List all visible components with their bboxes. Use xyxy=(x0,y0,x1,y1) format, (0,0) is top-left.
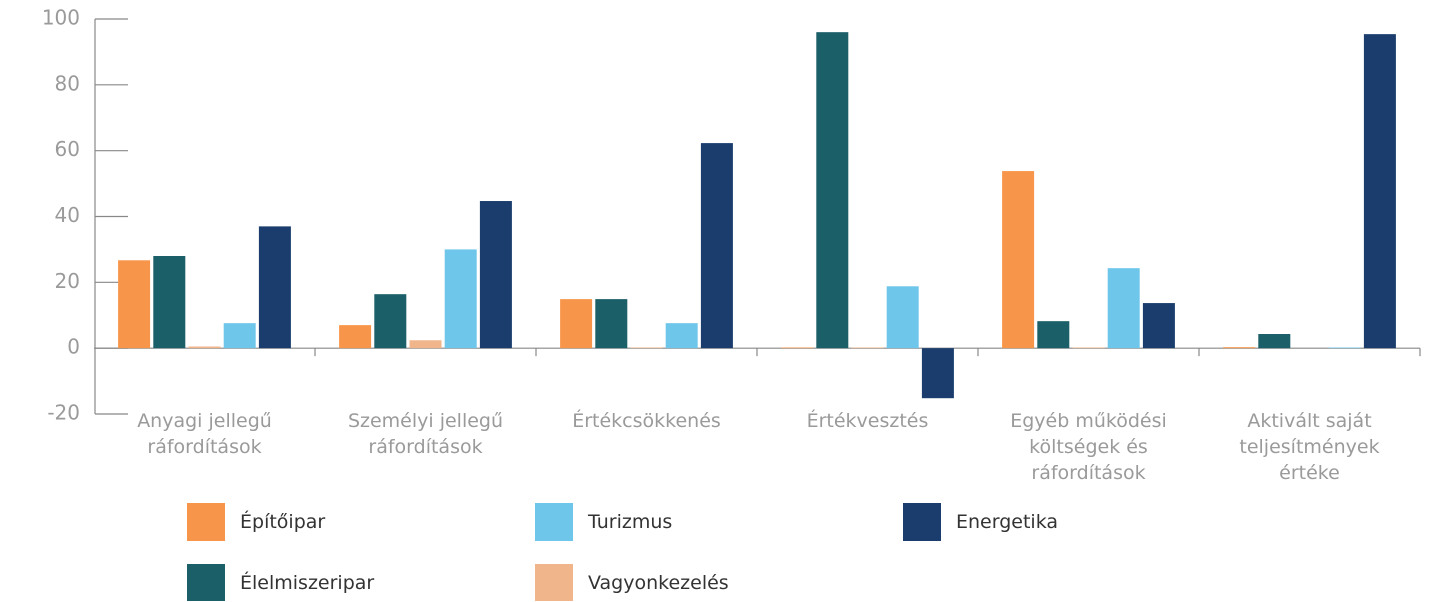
bar xyxy=(781,347,814,349)
bar xyxy=(223,323,256,349)
bar xyxy=(1107,268,1140,349)
y-tick-label: 60 xyxy=(55,137,80,161)
legend-swatch xyxy=(535,564,573,601)
y-tick-label: 80 xyxy=(55,71,80,95)
bar xyxy=(1142,303,1175,349)
bar xyxy=(1328,347,1361,349)
legend-label: Turizmus xyxy=(588,511,673,533)
y-tick-label: 0 xyxy=(67,335,80,359)
legend-swatch xyxy=(187,564,225,601)
bar xyxy=(409,340,442,349)
y-tick-label: -20 xyxy=(47,401,80,425)
bar xyxy=(1363,34,1396,349)
legend-label: Vagyonkezelés xyxy=(588,572,729,594)
bar xyxy=(1072,347,1105,349)
bar xyxy=(188,346,221,349)
bar xyxy=(886,286,919,349)
x-tick-label: Egyéb működési költségek és ráfordítások xyxy=(1010,410,1167,484)
x-tick-label: Értékvesztés xyxy=(806,410,929,432)
x-tick-label: Értékcsökkenés xyxy=(572,410,721,432)
bar xyxy=(1223,347,1256,349)
bar xyxy=(560,299,593,349)
legend-label: Építőipar xyxy=(240,511,326,533)
bar xyxy=(118,260,151,349)
legend-swatch xyxy=(903,503,941,541)
x-tick-label: Aktivált saját teljesítmények értéke xyxy=(1239,410,1380,484)
bar xyxy=(479,201,512,349)
y-tick-label: 40 xyxy=(55,203,80,227)
bar xyxy=(258,226,291,349)
legend-label: Élelmiszeripar xyxy=(240,572,375,594)
bar xyxy=(374,294,407,349)
legend-label: Energetika xyxy=(956,511,1059,533)
bar xyxy=(851,347,884,349)
bar xyxy=(700,143,733,349)
bar xyxy=(444,249,477,349)
bar xyxy=(816,32,849,349)
x-tick-label: Személyi jellegű ráfordítások xyxy=(347,410,504,458)
bar xyxy=(921,348,954,399)
bar xyxy=(1037,321,1070,349)
bar xyxy=(665,323,698,349)
legend-swatch xyxy=(535,503,573,541)
y-tick-label: 100 xyxy=(42,6,80,30)
bar xyxy=(339,325,372,349)
y-tick-label: 20 xyxy=(55,269,80,293)
bar xyxy=(595,299,628,349)
bar xyxy=(1002,171,1035,349)
bar xyxy=(1258,334,1291,349)
legend-swatch xyxy=(187,503,225,541)
bar xyxy=(153,256,186,349)
bar xyxy=(630,347,663,349)
x-tick-label: Anyagi jellegű ráfordítások xyxy=(137,410,272,458)
